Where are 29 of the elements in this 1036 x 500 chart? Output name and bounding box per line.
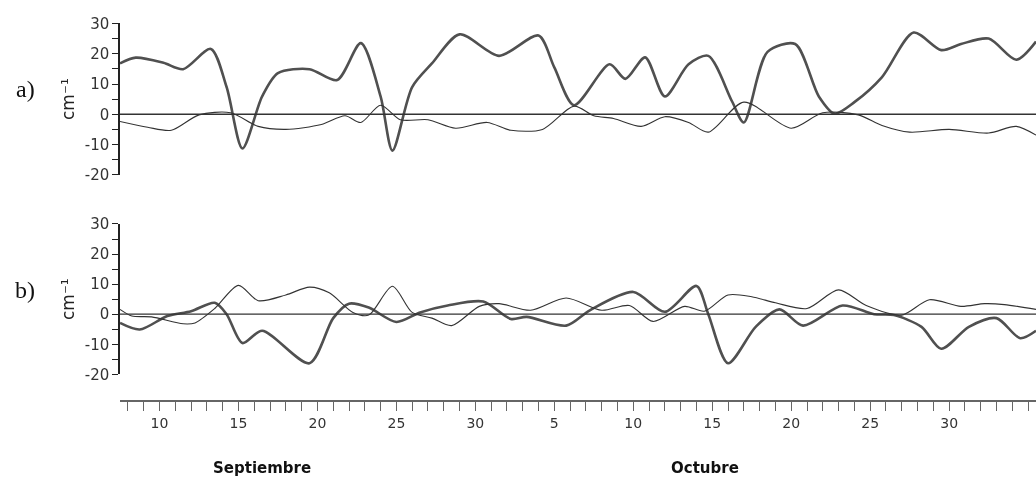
y-tick-label: -20 xyxy=(84,166,110,185)
y-tick-label: 0 xyxy=(99,105,110,124)
y-tick-label: 20 xyxy=(90,44,110,63)
text: Septiembre xyxy=(213,459,312,477)
y-tick-label: 20 xyxy=(90,245,110,264)
x-tick-label: 10 xyxy=(150,414,169,431)
x-tick-label: 30 xyxy=(940,414,959,431)
y-tick-label: -20 xyxy=(84,365,110,384)
text: a) xyxy=(16,76,35,102)
x-tick-label: 5 xyxy=(549,414,559,431)
y-tick-label: 30 xyxy=(90,215,110,234)
y-tick-label: 30 xyxy=(90,14,110,33)
x-tick-label: 30 xyxy=(466,414,485,431)
x-tick-label: 15 xyxy=(703,414,722,431)
text: Octubre xyxy=(671,459,739,477)
y-tick-label: 10 xyxy=(90,275,110,294)
x-tick-label: 15 xyxy=(229,414,248,431)
x-tick-label: 10 xyxy=(624,414,643,431)
y-axis-title: cm⁻¹ xyxy=(57,278,78,321)
y-tick-label: -10 xyxy=(84,335,110,354)
x-tick-label: 25 xyxy=(861,414,880,431)
y-tick-label: 10 xyxy=(90,75,110,94)
y-tick-label: -10 xyxy=(84,135,110,154)
y-tick-label: 0 xyxy=(99,305,110,324)
y-axis-title: cm⁻¹ xyxy=(57,78,78,120)
text: b) xyxy=(15,277,35,303)
x-tick-label: 20 xyxy=(782,414,801,431)
x-tick-label: 25 xyxy=(387,414,406,431)
x-tick-label: 20 xyxy=(308,414,327,431)
